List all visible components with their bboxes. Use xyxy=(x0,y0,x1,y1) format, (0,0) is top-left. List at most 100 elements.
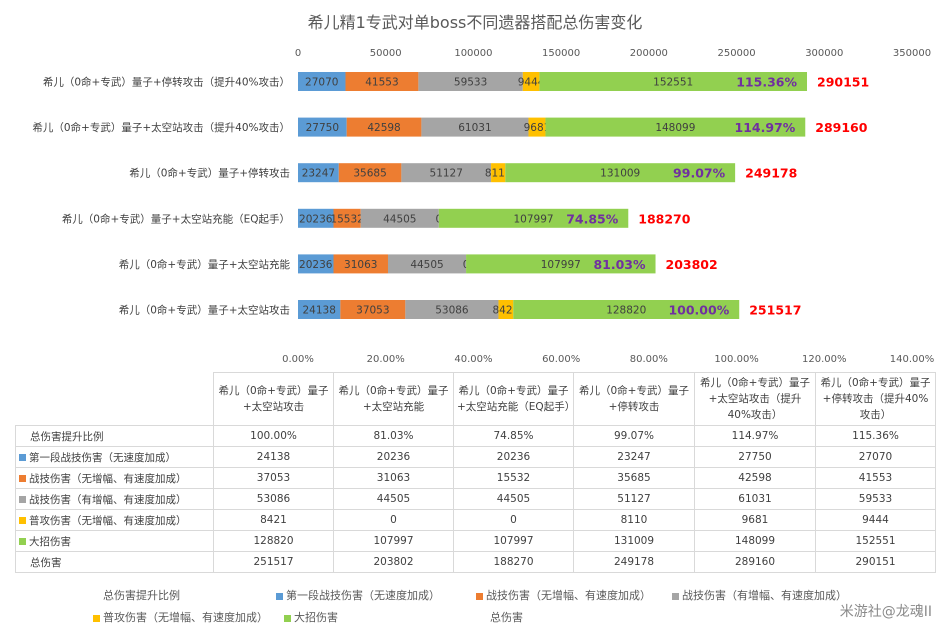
bar-segment xyxy=(505,163,736,183)
bar-segment xyxy=(298,208,334,228)
table-cell: 131009 xyxy=(573,530,695,552)
bar-segment xyxy=(338,163,402,183)
row-header: 战技伤害（无增幅、有速度加成） xyxy=(15,467,214,489)
bar-segment xyxy=(360,208,439,228)
bar-segment xyxy=(298,163,339,183)
bar-segment xyxy=(298,117,347,137)
category-label: 希儿（0命+专武）量子+太空站攻击（提升40%攻击） xyxy=(32,121,290,134)
row-header: 大招伤害 xyxy=(15,530,214,552)
bar-segment-label: 9681 xyxy=(524,122,551,134)
top-axis-tick: 300000 xyxy=(805,48,843,59)
table-cell: 99.07% xyxy=(573,425,695,447)
table-corner xyxy=(15,372,214,426)
table-row: 战技伤害（有增幅、有速度加成） 53086 44505 44505 51127 61031… xyxy=(15,488,936,510)
bar-segment-label: 24138 xyxy=(302,305,335,317)
row-header-label: 战技伤害（有增幅、有速度加成） xyxy=(29,493,187,506)
table-row: 战技伤害（无增幅、有速度加成） 37053 31063 15532 35685 42598… xyxy=(15,467,936,489)
legend-swatch xyxy=(476,592,483,600)
legend-label: 战技伤害（无增幅、有速度加成） xyxy=(486,589,651,602)
bar-segment-label: 148099 xyxy=(655,122,695,134)
bar-segment-label: 15532 xyxy=(330,213,363,225)
table-cell: 59533 xyxy=(815,488,936,510)
row-header: 战技伤害（有增幅、有速度加成） xyxy=(15,488,214,510)
category-label: 希儿（0命+专武）量子+太空站充能（EQ起手） xyxy=(62,212,290,225)
bottom-axis-tick: 80.00% xyxy=(630,354,668,365)
total-label: 249178 xyxy=(745,166,797,181)
category-labels: 希儿（0命+专武）量子+停转攻击（提升40%攻击） 希儿（0命+专武）量子+太空站… xyxy=(32,76,290,317)
bar-segment-label: 9444 xyxy=(518,77,545,89)
bar-segment-label: 51127 xyxy=(430,168,463,180)
bar-segment xyxy=(522,72,540,91)
top-axis-tick: 250000 xyxy=(717,48,755,59)
top-axis-tick: 200000 xyxy=(630,48,668,59)
legend-swatch xyxy=(19,475,26,482)
bar-segment-label: 42598 xyxy=(367,122,400,134)
bar-segment xyxy=(340,300,406,319)
legend-swatch xyxy=(284,614,291,622)
bar-segment xyxy=(498,300,514,319)
top-axis: 0 50000 100000 150000 200000 250000 300000 3500… xyxy=(295,48,931,59)
column-header: 希儿（0命+专武）量子+停转攻击（提升40%攻击） xyxy=(815,372,936,426)
legend-swatch xyxy=(19,517,26,524)
table-cell: 37053 xyxy=(213,467,334,489)
bar-segment xyxy=(401,163,492,183)
data-table: 希儿（0命+专武）量子+太空站攻击 希儿（0命+专武）量子+太空站充能 希儿（0命+… xyxy=(15,372,936,573)
bar-segment-label: 8110 xyxy=(485,168,512,180)
table-row: 普攻伤害（无增幅、有速度加成） 8421 0 0 8110 9681 9444 xyxy=(15,509,936,531)
table-cell: 8421 xyxy=(213,509,334,531)
table-cell: 290151 xyxy=(815,551,936,573)
table-cell: 148099 xyxy=(694,530,816,552)
table-cell: 152551 xyxy=(815,530,936,552)
legend-swatch xyxy=(276,592,283,600)
table-cell: 35685 xyxy=(573,467,695,489)
bar-segment xyxy=(298,300,341,319)
table-cell: 42598 xyxy=(694,467,816,489)
table-cell: 251517 xyxy=(213,551,334,573)
bar-segment xyxy=(333,254,388,274)
bar-segment xyxy=(298,72,346,91)
table-cell: 20236 xyxy=(333,446,454,468)
bars: 27070 41553 59533 9444 152551 115.36% 290151 27… xyxy=(298,72,869,319)
table-cell: 61031 xyxy=(694,488,816,510)
table-cell: 100.00% xyxy=(213,425,334,447)
ratio-label: 99.07% xyxy=(673,166,726,181)
table-row: 第一段战技伤害（无速度加成） 24138 20236 20236 23247 27750 2… xyxy=(15,446,936,468)
row-header-label: 大招伤害 xyxy=(29,535,71,548)
total-label: 203802 xyxy=(666,257,718,272)
bar-segment-label: 53086 xyxy=(435,305,469,317)
bar-segment-label: 27070 xyxy=(305,77,338,89)
table-cell: 44505 xyxy=(453,488,574,510)
table-cell: 44505 xyxy=(333,488,454,510)
bar-segment-label: 20236 xyxy=(299,213,333,225)
table-cell: 15532 xyxy=(453,467,574,489)
table-cell: 0 xyxy=(453,509,574,531)
table-cell: 53086 xyxy=(213,488,334,510)
table-cell: 31063 xyxy=(333,467,454,489)
bar-segment xyxy=(421,117,529,137)
bottom-axis-tick: 60.00% xyxy=(542,354,580,365)
legend-label: 总伤害提升比例 xyxy=(103,589,180,602)
bar-segment-label: 41553 xyxy=(365,77,398,89)
ratio-label: 115.36% xyxy=(736,75,797,90)
bar-segment xyxy=(513,300,740,319)
bottom-axis-tick: 100.00% xyxy=(714,354,759,365)
bar-segment xyxy=(528,117,546,137)
table-cell: 289160 xyxy=(694,551,816,573)
legend-swatch xyxy=(19,538,26,545)
table-cell: 0 xyxy=(333,509,454,531)
bar-segment-label: 44505 xyxy=(383,213,416,225)
bar-segment-label: 8421 xyxy=(492,305,519,317)
legend-label: 总伤害 xyxy=(490,611,523,624)
bar-segment-label: 44505 xyxy=(410,259,443,271)
legend-swatch xyxy=(672,592,679,600)
bottom-axis-tick: 0.00% xyxy=(282,354,314,365)
table-cell: 27750 xyxy=(694,446,816,468)
legend-item: 总伤害 xyxy=(490,609,523,625)
bar-segment-label: 152551 xyxy=(653,77,693,89)
table-cell: 9681 xyxy=(694,509,816,531)
bar-segment-label: 131009 xyxy=(600,168,640,180)
legend-item: 总伤害提升比例 xyxy=(103,587,180,603)
bar-segment-label: 31063 xyxy=(344,259,377,271)
bar-segment-label: 35685 xyxy=(353,168,386,180)
bar-segment xyxy=(387,254,467,274)
